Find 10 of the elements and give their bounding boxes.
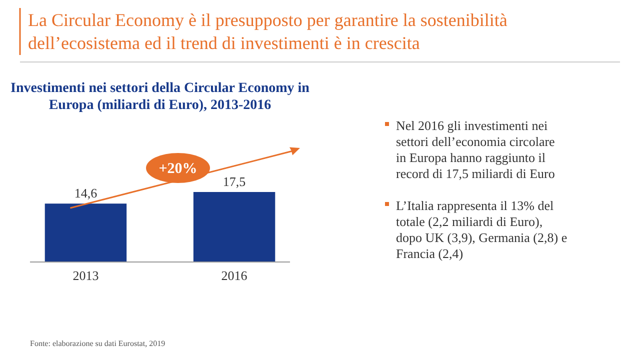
x-tick-label: 2016 [221,268,248,283]
source-note: Fonte: elaborazione su dati Eurostat, 2019 [30,339,166,348]
data-label: 17,5 [222,174,246,189]
chart-subtitle: Investimenti nei settori della Circular Economy in Europa (miliardi di Euro), 2013-2016 [10,81,310,113]
data-label: 14,6 [74,186,98,201]
text: Nel 2016 gli investimenti nei settori dell’economia circolare in Europa hanno raggiunto il record di 17,5 miliardi di Euro [396,118,556,181]
x-tick-label: 2013 [72,268,99,283]
text: L’Italia rappresenta il 13% del totale (2,2 miliardi di Euro), dopo UK (3,9), Germania (2,8) e Francia (2,4) [396,198,568,261]
chart-title: La Circular Economy è il presupposto per garantire la sostenibilità dell’ecosistema ed il trend di investimenti è in crescita [28,10,508,53]
text: +20% [158,161,198,177]
